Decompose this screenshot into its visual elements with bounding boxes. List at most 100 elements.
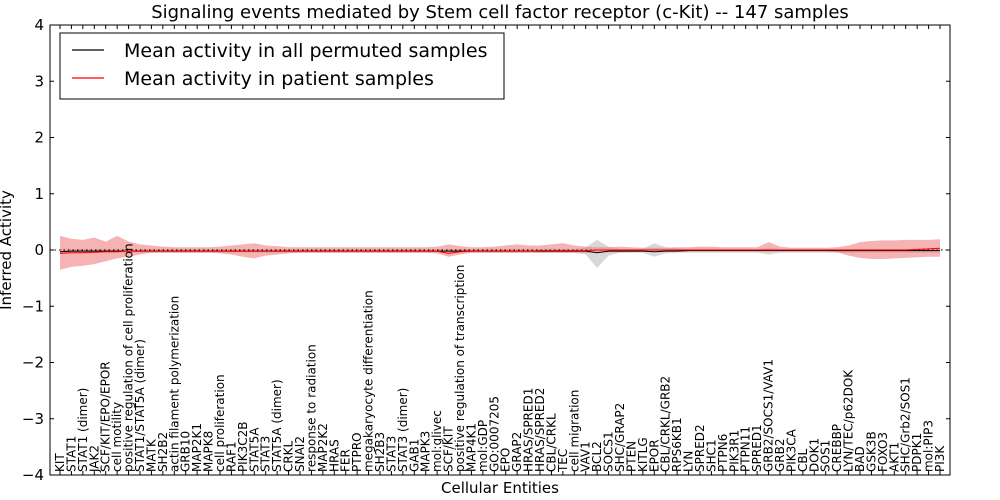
x-tick-label: STAT5A (dimer) <box>270 379 284 472</box>
x-tick-label: GAB1 <box>407 439 421 472</box>
x-tick-label: DOK1 <box>807 438 821 472</box>
x-tick-label: mol:PIP3 <box>922 420 936 472</box>
y-tick-label: 4 <box>34 16 44 34</box>
x-tick-label: LYN/TEC/p62DOK <box>842 369 856 472</box>
x-tick-label: SPRED2 <box>693 424 707 472</box>
x-tick-label: CBL/CRKL <box>544 413 558 472</box>
x-tick-label: PTEN <box>624 441 638 472</box>
x-tick-label: MAPK8 <box>202 431 216 472</box>
x-tick-label: SH2B2 <box>156 432 170 472</box>
x-tick-label: HRAS/SPRED2 <box>533 388 547 472</box>
x-tick-label: PIK3CA <box>784 428 798 472</box>
x-tick-label: SOS1 <box>819 440 833 472</box>
x-tick-label: SOCS1 <box>602 431 616 472</box>
x-tick-label: cell migration <box>567 390 581 472</box>
x-tick-label: FER <box>339 449 353 472</box>
legend: Mean activity in all permuted samples Me… <box>59 32 505 100</box>
x-tick-label: PTPN6 <box>716 434 730 472</box>
y-tick-label: −1 <box>22 297 44 315</box>
y-tick-label: 2 <box>34 129 44 147</box>
x-tick-label: STAT5A <box>247 427 261 472</box>
x-tick-label: mol:glivec <box>430 410 444 472</box>
x-tick-label: BCL2 <box>590 441 604 472</box>
y-tick-label: −2 <box>22 354 44 372</box>
x-tick-label: SH2B3 <box>373 432 387 472</box>
legend-box <box>59 32 505 100</box>
x-tick-label: RPS6KB1 <box>670 417 684 472</box>
y-axis-ticks: 4 3 2 1 0 −1 −2 −3 −4 <box>22 16 950 484</box>
x-tick-label: HRAS/SPRED1 <box>522 388 536 472</box>
x-tick-label: CREBBP <box>830 424 844 472</box>
x-tick-label: SHC1 <box>704 439 718 472</box>
x-tick-label: actin filament polymerization <box>167 296 181 472</box>
x-tick-label: SCF/KIT <box>442 426 456 472</box>
x-tick-label: PI3K <box>933 445 947 472</box>
x-tick-label: SHC/GRAP2 <box>613 403 627 472</box>
x-tick-label: positive regulation of cell proliferatio… <box>122 243 136 472</box>
legend-label-patient: Mean activity in patient samples <box>124 68 434 90</box>
x-tick-label: STAT3 <box>384 436 398 472</box>
x-tick-label: CBL <box>796 448 810 472</box>
x-tick-label: GRB2/SOCS1/VAV1 <box>762 359 776 472</box>
y-tick-label: −3 <box>22 410 44 428</box>
x-tick-label: STAT1 <box>64 436 78 472</box>
x-tick-label: STAT1 (dimer) <box>76 388 90 472</box>
x-tick-label: PDPK1 <box>910 433 924 472</box>
x-tick-label: MATK <box>144 438 158 472</box>
x-tick-label: LYN <box>682 451 696 472</box>
x-tick-label: MAP2K2 <box>316 423 330 472</box>
x-tick-label: FOXO3 <box>876 432 890 472</box>
x-tick-label: positive regulation of transcription <box>453 265 467 472</box>
x-tick-label: VAV1 <box>579 441 593 472</box>
x-tick-label: MAP4K1 <box>464 423 478 472</box>
x-tick-label: response to radiation <box>304 344 318 472</box>
x-axis-title: Cellular Entities <box>441 479 559 497</box>
x-tick-label: PIK3R1 <box>727 430 741 472</box>
x-tick-label: MAPK3 <box>419 431 433 472</box>
x-tick-label: cell motility <box>110 402 124 472</box>
x-tick-label: KITLG <box>636 437 650 472</box>
x-tick-label: GRAP2 <box>510 432 524 472</box>
y-tick-label: −4 <box>22 466 44 484</box>
y-axis-title: Inferred Activity <box>0 190 15 310</box>
x-tick-label: SHC/Grb2/SOS1 <box>899 377 913 472</box>
x-tick-label: TEC <box>556 449 570 473</box>
x-tick-label: MAP2K1 <box>190 423 204 472</box>
x-tick-label: megakaryocyte differentiation <box>362 290 376 472</box>
x-tick-label: EPO <box>499 448 513 472</box>
x-tick-label: PIK3C2B <box>236 422 250 473</box>
x-tick-label: AKT1 <box>887 442 901 472</box>
x-tick-label: KIT <box>53 453 67 472</box>
x-tick-label: GRB10 <box>179 431 193 472</box>
patient-confidence-band <box>60 235 940 270</box>
x-tick-label: SNAI2 <box>293 436 307 472</box>
x-tick-label: GO:0007205 <box>487 396 501 472</box>
x-tick-label: STAT3 (dimer) <box>396 388 410 472</box>
x-tick-label: BAD <box>853 446 867 472</box>
legend-label-permuted: Mean activity in all permuted samples <box>124 40 487 62</box>
x-tick-label: GRB2 <box>773 438 787 472</box>
x-tick-label: CBL/CRKL/GRB2 <box>659 376 673 472</box>
plot-area <box>50 235 950 270</box>
x-tick-label: CRKL <box>282 440 296 472</box>
x-tick-label: EPOR <box>647 439 661 472</box>
x-tick-label: RAF1 <box>224 441 238 472</box>
y-tick-label: 1 <box>34 185 44 203</box>
x-tick-label: HRAS <box>327 439 341 472</box>
x-tick-label: STAT3 <box>259 436 273 472</box>
x-tick-label: mol:GDP <box>476 420 490 472</box>
x-tick-label: PTPRO <box>350 432 364 472</box>
x-tick-label: STAT1/STAT5A (dimer) <box>133 339 147 472</box>
y-tick-label: 0 <box>34 241 44 259</box>
x-tick-label: JAK2 <box>87 445 101 473</box>
chart-title: Signaling events mediated by Stem cell f… <box>151 2 849 23</box>
x-tick-label: PTPN11 <box>739 426 753 472</box>
x-tick-label: SPRED1 <box>750 424 764 472</box>
y-tick-label: 3 <box>34 72 44 90</box>
patient-mean-line <box>59 247 941 254</box>
x-tick-label: cell proliferation <box>213 374 227 472</box>
x-tick-label: SCF/KIT/EPO/EPOR <box>99 361 113 472</box>
x-tick-label: GSK3B <box>864 431 878 472</box>
